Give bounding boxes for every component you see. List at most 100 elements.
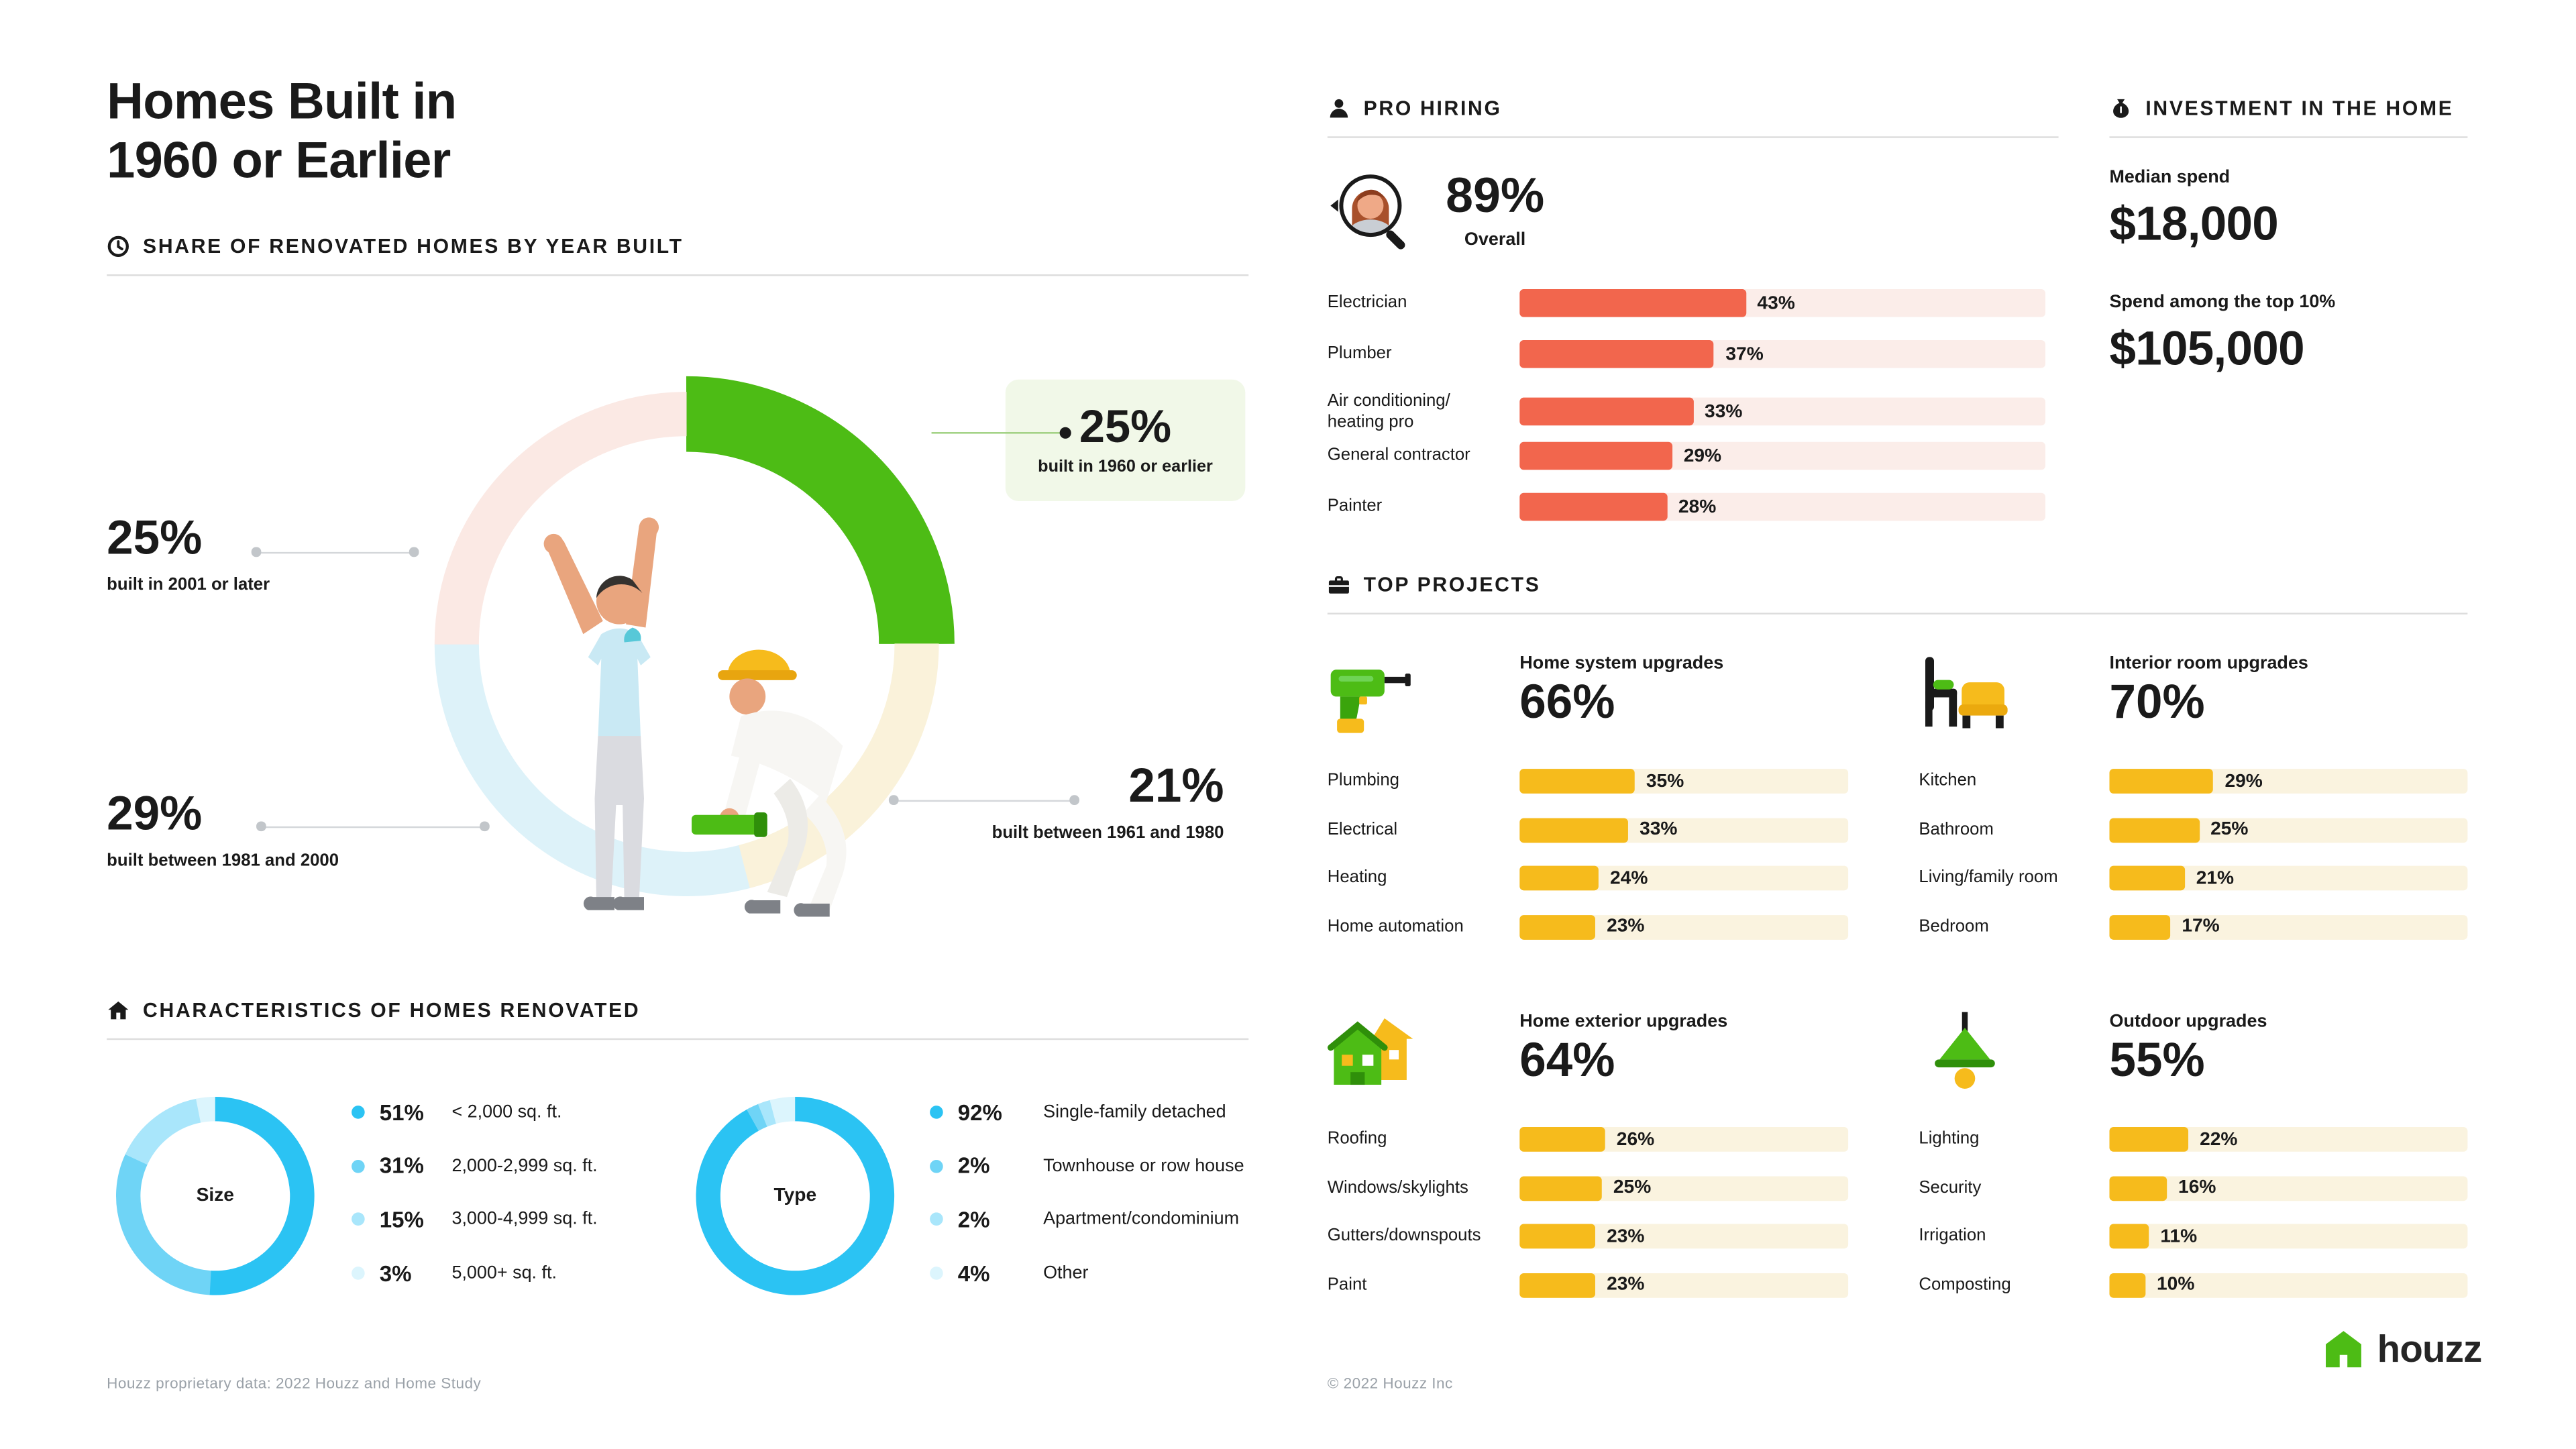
legend-dot [930, 1213, 943, 1226]
bar-label: Roofing [1327, 1128, 1387, 1149]
bar-value: 22% [2200, 1129, 2238, 1150]
bar-fill [1519, 817, 1628, 843]
investment-money-icon [2109, 97, 2132, 119]
bar-track: 23% [1519, 914, 1849, 939]
bar-value: 24% [1610, 868, 1648, 888]
houzz-house-icon [2321, 1328, 2365, 1372]
bar-track: 33% [1519, 397, 2045, 426]
bar-fill [2109, 817, 2199, 843]
size-legend: 51% < 2,000 sq. ft. 31% 2,000-2,999 sq. … [352, 1095, 598, 1310]
bar-fill [1519, 1272, 1595, 1297]
project-group-interior-room: Interior room upgrades 70% Kitchen 29% B… [1919, 654, 2468, 963]
bar-value: 26% [1616, 1129, 1655, 1150]
legend-value: 2% [957, 1207, 990, 1232]
bar-track: 29% [1519, 441, 2045, 470]
legend-label: < 2,000 sq. ft. [451, 1102, 562, 1122]
bar-track: 37% [1519, 339, 2045, 368]
legend-value: 31% [379, 1153, 424, 1179]
bar-fill [2109, 865, 2185, 891]
legend-row: 92% Single-family detached [930, 1095, 1244, 1128]
group-bars: Lighting 22% Security 16% Irrigation 11%… [1919, 1127, 2468, 1297]
section-header-year-built: SHARE OF RENOVATED HOMES BY YEAR BUILT [107, 235, 1249, 276]
legend-row: 4% Other [930, 1257, 1244, 1290]
bar-value: 23% [1607, 1275, 1645, 1295]
legend-label: 5,000+ sq. ft. [451, 1263, 557, 1283]
legend-label: Single-family detached [1043, 1102, 1226, 1122]
legend-dot [352, 1267, 365, 1280]
bar-value: 29% [2224, 771, 2263, 792]
legend-row: 51% < 2,000 sq. ft. [352, 1095, 598, 1128]
callout-1960-or-earlier: 25% built in 1960 or earlier [1005, 379, 1246, 501]
bar-fill [2109, 1224, 2149, 1249]
bar-label: Kitchen [1919, 771, 1977, 791]
project-bar-row: Gutters/downspouts 23% [1327, 1224, 1849, 1249]
callout-connector-dot [1059, 427, 1071, 439]
group-bars: Plumbing 35% Electrical 33% Heating 24% … [1327, 769, 1849, 939]
magnifier-person-icon [1328, 162, 1423, 258]
bar-label: Bedroom [1919, 916, 1989, 936]
bar-label: Plumber [1327, 343, 1392, 364]
bar-label: Air conditioning/ heating pro [1327, 390, 1450, 432]
project-bar-row: Composting 10% [1919, 1272, 2468, 1297]
bar-fill [2109, 914, 2171, 939]
crouching-worker [692, 649, 847, 917]
clock-icon [107, 235, 129, 258]
legend-label: Other [1043, 1263, 1089, 1283]
section-title: INVESTMENT IN THE HOME [2145, 97, 2454, 120]
legend-value: 51% [379, 1099, 424, 1125]
legend-value: 3% [379, 1260, 412, 1286]
annotation-value: 21% [1128, 760, 1224, 814]
size-donut-center-label: Size [196, 1186, 234, 1206]
bar-fill [1519, 1175, 1602, 1200]
bar-value: 37% [1725, 344, 1764, 364]
bar-track: 29% [2109, 769, 2468, 794]
bar-value: 43% [1757, 293, 1795, 313]
legend-row: 31% 2,000-2,999 sq. ft. [352, 1150, 598, 1183]
bar-fill [1519, 865, 1599, 891]
legend-label: 2,000-2,999 sq. ft. [451, 1156, 598, 1176]
bar-label: Heating [1327, 867, 1387, 888]
home-icon [107, 999, 129, 1022]
bar-fill [1519, 441, 1672, 470]
overall-value: 89% [1446, 168, 1545, 223]
bar-value: 23% [1607, 916, 1645, 936]
bar-fill [2109, 1175, 2167, 1200]
furniture-icon [1919, 654, 2010, 739]
group-head: Home system upgrades 66% [1328, 654, 1848, 739]
project-bar-row: Heating 24% [1327, 865, 1849, 891]
annotation-connector-line [251, 547, 419, 557]
overall-label: Overall [1464, 229, 1526, 250]
bar-value: 29% [1683, 445, 1722, 466]
callout-value: 25% [1079, 400, 1172, 452]
group-title: Outdoor upgrades [2109, 1012, 2267, 1032]
type-donut-center-label: Type [773, 1186, 817, 1206]
legend-row: 15% 3,000-4,999 sq. ft. [352, 1203, 598, 1236]
annotation-label: built between 1961 and 1980 [991, 822, 1224, 843]
project-bar-row: Irrigation 11% [1919, 1224, 2468, 1249]
section-title: SHARE OF RENOVATED HOMES BY YEAR BUILT [143, 235, 684, 258]
group-headline: 70% [2109, 676, 2205, 730]
houzz-wordmark: houzz [2377, 1327, 2483, 1371]
bar-track: 11% [2109, 1224, 2468, 1249]
group-title: Home exterior upgrades [1519, 1012, 1728, 1032]
group-head: Outdoor upgrades 55% [1919, 1012, 2467, 1097]
group-title: Home system upgrades [1519, 653, 1724, 674]
legend-dot [930, 1267, 943, 1280]
group-headline: 55% [2109, 1034, 2205, 1088]
bar-label: Gutters/downspouts [1327, 1226, 1481, 1246]
project-bar-row: Home automation 23% [1328, 914, 1849, 939]
callout-connector-line [931, 432, 1060, 434]
bar-label: General contractor [1327, 445, 1470, 466]
bar-track: 26% [1519, 1127, 1849, 1152]
legend-dot [352, 1159, 365, 1173]
bar-track: 25% [1519, 1175, 1849, 1200]
legend-value: 92% [957, 1099, 1002, 1125]
group-head: Home exterior upgrades 64% [1327, 1012, 1848, 1097]
bar-value: 11% [2160, 1226, 2198, 1246]
type-legend: 92% Single-family detached 2% Townhouse … [930, 1095, 1244, 1310]
group-headline: 64% [1519, 1034, 1615, 1088]
pro-hiring-bar-row: General contractor 29% [1327, 441, 2045, 470]
legend-value: 4% [957, 1260, 990, 1286]
